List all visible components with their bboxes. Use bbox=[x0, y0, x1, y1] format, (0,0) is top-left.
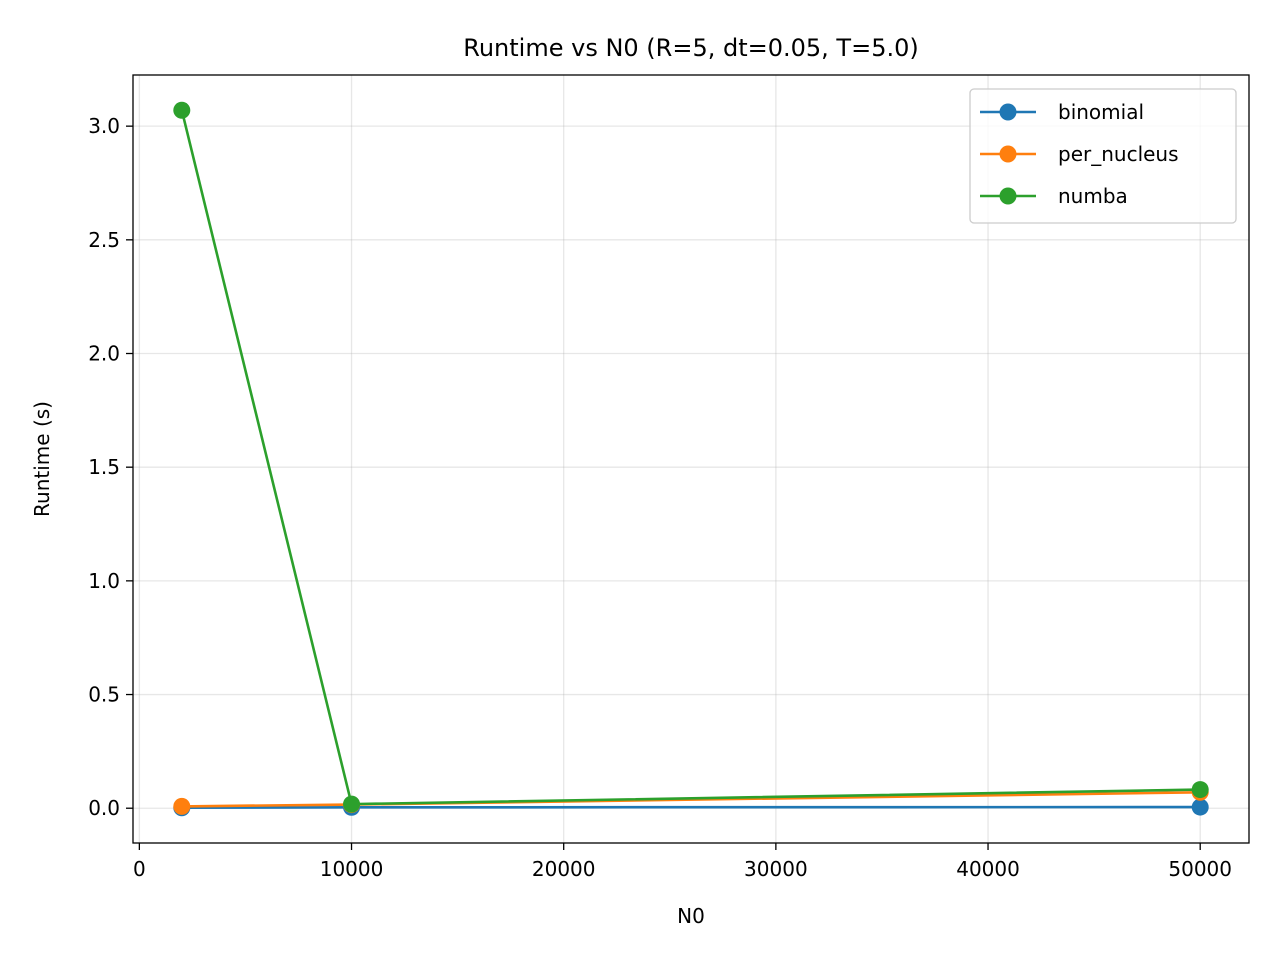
legend-label-numba: numba bbox=[1058, 184, 1128, 208]
y-tick-label: 0.5 bbox=[88, 683, 120, 707]
y-tick-label: 2.5 bbox=[88, 228, 120, 252]
x-tick-label: 40000 bbox=[956, 857, 1020, 881]
data-point-numba bbox=[173, 101, 191, 119]
y-tick-label: 3.0 bbox=[88, 114, 120, 138]
legend-marker-per-nucleus bbox=[999, 145, 1017, 163]
x-tick-label: 30000 bbox=[744, 857, 808, 881]
plot-frame bbox=[132, 74, 1250, 844]
data-point-numba bbox=[1191, 781, 1209, 799]
tick-layer: 0 10000 20000 30000 40000 50000 0.0 0.5 1.0 1.5 2.… bbox=[88, 114, 1232, 881]
chart-title: Runtime vs N0 (R=5, dt=0.05, T=5.0) bbox=[463, 34, 918, 62]
legend-marker-binomial bbox=[999, 103, 1017, 121]
x-tick-label: 50000 bbox=[1168, 857, 1232, 881]
legend-box bbox=[969, 88, 1237, 224]
legend-label-per-nucleus: per_nucleus bbox=[1058, 142, 1179, 166]
x-axis-label: N0 bbox=[677, 904, 705, 928]
grid-layer bbox=[133, 75, 1249, 843]
y-tick-label: 1.0 bbox=[88, 569, 120, 593]
y-tick-label: 2.0 bbox=[88, 342, 120, 366]
data-point-binomial bbox=[1191, 798, 1209, 816]
y-tick-label: 0.0 bbox=[88, 796, 120, 820]
y-tick-label: 1.5 bbox=[88, 455, 120, 479]
x-tick-label: 20000 bbox=[532, 857, 596, 881]
x-tick-label: 10000 bbox=[320, 857, 384, 881]
series-line-binomial bbox=[181, 805, 1201, 810]
data-point-per-nucleus bbox=[173, 797, 191, 815]
legend-marker-numba bbox=[999, 187, 1017, 205]
data-point-numba bbox=[343, 795, 361, 813]
legend-label-binomial: binomial bbox=[1058, 100, 1144, 124]
x-tick-label: 0 bbox=[133, 857, 146, 881]
y-axis-label: Runtime (s) bbox=[30, 401, 54, 517]
series-numba bbox=[173, 101, 1209, 813]
series-layer bbox=[173, 101, 1209, 817]
